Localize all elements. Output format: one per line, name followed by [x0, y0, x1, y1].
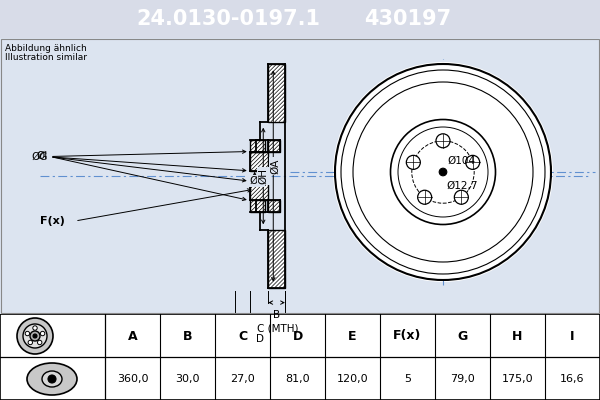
Text: A: A: [128, 330, 137, 342]
Text: 360,0: 360,0: [117, 374, 148, 384]
Text: ØH: ØH: [258, 168, 268, 184]
Text: C (MTH): C (MTH): [257, 324, 298, 334]
Text: I: I: [570, 330, 575, 342]
Text: 120,0: 120,0: [337, 374, 368, 384]
Polygon shape: [268, 64, 285, 122]
Text: 24.0130-0197.1: 24.0130-0197.1: [136, 9, 320, 29]
Text: ØI: ØI: [37, 151, 48, 161]
Text: H: H: [512, 330, 523, 342]
Circle shape: [406, 155, 421, 169]
Text: 81,0: 81,0: [285, 374, 310, 384]
Circle shape: [30, 331, 40, 341]
Text: Ate: Ate: [413, 162, 486, 200]
Circle shape: [454, 190, 469, 204]
Text: Illustration similar: Illustration similar: [5, 53, 87, 62]
Text: 175,0: 175,0: [502, 374, 533, 384]
Circle shape: [335, 64, 551, 280]
Ellipse shape: [27, 363, 77, 395]
Text: 430197: 430197: [364, 9, 452, 29]
Text: 16,6: 16,6: [560, 374, 585, 384]
Text: B: B: [183, 330, 192, 342]
Circle shape: [38, 340, 42, 345]
Ellipse shape: [42, 371, 62, 387]
Text: D: D: [256, 334, 264, 344]
Polygon shape: [250, 140, 265, 152]
Text: F(x): F(x): [394, 330, 422, 342]
Text: ØG: ØG: [32, 152, 48, 162]
Circle shape: [48, 375, 56, 383]
Circle shape: [33, 326, 37, 330]
Text: 79,0: 79,0: [450, 374, 475, 384]
Circle shape: [418, 190, 431, 204]
Polygon shape: [250, 200, 265, 212]
Text: 27,0: 27,0: [230, 374, 255, 384]
Circle shape: [25, 331, 29, 336]
Circle shape: [23, 324, 47, 348]
Text: B: B: [273, 310, 280, 320]
Circle shape: [391, 120, 496, 224]
Text: C: C: [238, 330, 247, 342]
Text: ØA: ØA: [270, 158, 280, 174]
Text: F(x): F(x): [40, 216, 65, 226]
Circle shape: [28, 340, 32, 345]
Text: Ø12,7: Ø12,7: [446, 181, 478, 191]
Text: Abbildung ähnlich: Abbildung ähnlich: [5, 44, 87, 53]
Circle shape: [466, 155, 479, 169]
Polygon shape: [268, 230, 285, 288]
Circle shape: [439, 168, 447, 176]
Circle shape: [17, 318, 53, 354]
Text: D: D: [292, 330, 302, 342]
Text: 30,0: 30,0: [175, 374, 200, 384]
Polygon shape: [268, 140, 280, 152]
Text: Ø104: Ø104: [447, 156, 475, 166]
Circle shape: [436, 134, 450, 148]
Polygon shape: [250, 152, 268, 171]
Circle shape: [333, 62, 553, 282]
Text: G: G: [457, 330, 467, 342]
Polygon shape: [268, 200, 280, 212]
Polygon shape: [250, 181, 268, 200]
Circle shape: [40, 331, 45, 336]
Text: E: E: [348, 330, 357, 342]
Circle shape: [33, 334, 37, 338]
Text: ØE: ØE: [249, 176, 264, 186]
Text: 5: 5: [404, 374, 411, 384]
